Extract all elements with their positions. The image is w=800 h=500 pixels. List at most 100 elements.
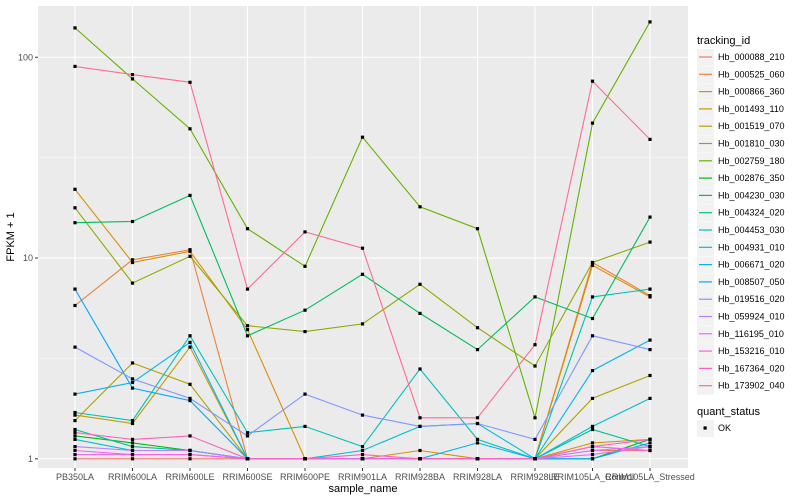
legend-label: Hb_001493_110 [718, 104, 784, 114]
data-point [188, 345, 192, 349]
data-point [73, 445, 77, 449]
data-point [130, 445, 135, 449]
data-point [130, 73, 135, 77]
shape-legend-title: quant_status [697, 406, 760, 418]
data-point [533, 437, 537, 441]
x-axis-title: sample_name [328, 483, 397, 495]
data-point [648, 240, 652, 244]
data-point [590, 260, 595, 265]
legend-label: Hb_153216_010 [718, 346, 785, 356]
data-point [648, 338, 652, 342]
legend-label: Hb_004931_010 [718, 242, 785, 252]
data-point [648, 373, 652, 378]
legend-label: Hb_006671_020 [718, 260, 785, 270]
x-tick-label: RRIM600LA [108, 472, 157, 482]
data-point [245, 434, 250, 438]
data-point [303, 330, 307, 334]
data-point [590, 263, 595, 267]
x-tick-label: RRIM600SE [222, 472, 272, 482]
data-point [130, 380, 135, 385]
data-point [648, 437, 652, 441]
data-point [590, 453, 595, 457]
data-point [303, 308, 307, 312]
data-point [590, 295, 595, 299]
legend-label: Hb_167364_020 [718, 363, 785, 373]
data-point [188, 334, 192, 338]
data-point [590, 79, 595, 83]
shape-legend-items: OK [697, 420, 731, 437]
data-point [360, 413, 365, 417]
data-point [130, 437, 135, 441]
data-point [188, 249, 192, 253]
data-point [73, 345, 77, 349]
y-tick-label: 100 [18, 52, 33, 62]
data-point [475, 457, 480, 461]
series-points [73, 20, 652, 461]
data-point [418, 457, 422, 461]
data-point [303, 392, 307, 396]
data-point [648, 445, 652, 449]
shape-legend-key [703, 426, 707, 430]
data-point [245, 287, 250, 291]
data-point [245, 328, 250, 332]
data-point [360, 457, 365, 461]
y-axis: 1 10 100 [18, 52, 38, 464]
data-point [590, 121, 595, 125]
data-point [418, 311, 422, 315]
data-point [73, 413, 77, 417]
data-point [73, 221, 77, 225]
data-point [303, 424, 307, 428]
data-point [188, 254, 192, 258]
data-point [73, 434, 77, 438]
data-point [245, 227, 250, 231]
data-point [418, 205, 422, 209]
data-point [418, 424, 422, 428]
legend-items: Hb_000088_210 Hb_000525_060 Hb_000866_360 H… [697, 49, 785, 395]
data-point [303, 264, 307, 268]
data-point [130, 448, 135, 453]
data-point [418, 282, 422, 286]
data-point [188, 434, 192, 438]
data-point [188, 127, 192, 131]
data-point [360, 453, 365, 457]
legend-label: Hb_059924_010 [718, 312, 785, 322]
data-point [73, 287, 77, 291]
legend-label: Hb_002876_350 [718, 173, 785, 183]
data-point [648, 137, 652, 141]
data-point [130, 77, 135, 81]
data-point [130, 260, 135, 265]
x-tick-label: RRIM105LA_Stressed [605, 472, 695, 482]
data-point [360, 272, 365, 276]
data-point [130, 258, 135, 262]
legend-label: Hb_004324_020 [718, 208, 785, 218]
data-point [73, 187, 77, 191]
data-point [73, 448, 77, 453]
legend-label: Hb_001519_070 [718, 121, 785, 131]
data-point [648, 20, 652, 24]
data-point [73, 64, 77, 68]
legend-label: Hb_000088_210 [718, 52, 785, 62]
x-tick-label: RRIM901LA [338, 472, 387, 482]
data-point [188, 396, 192, 400]
legend-label: Hb_008507_050 [718, 277, 785, 287]
data-point [418, 416, 422, 420]
x-tick-label: RRIM928BA [395, 472, 445, 482]
y-tick-label: 1 [28, 454, 33, 464]
data-point [130, 361, 135, 365]
data-point [188, 457, 192, 461]
data-point [73, 410, 77, 415]
data-point [475, 348, 480, 352]
data-point [648, 441, 652, 445]
data-point [590, 448, 595, 453]
data-point [130, 219, 135, 224]
legend-label: Hb_004230_030 [718, 190, 785, 200]
data-point [590, 369, 595, 373]
data-point [475, 416, 480, 420]
data-point [475, 421, 480, 426]
data-point [533, 343, 537, 347]
legend-label: Hb_116195_010 [718, 329, 784, 339]
data-point [648, 287, 652, 291]
data-point [245, 324, 250, 328]
data-point [360, 322, 365, 326]
data-point [590, 457, 595, 461]
